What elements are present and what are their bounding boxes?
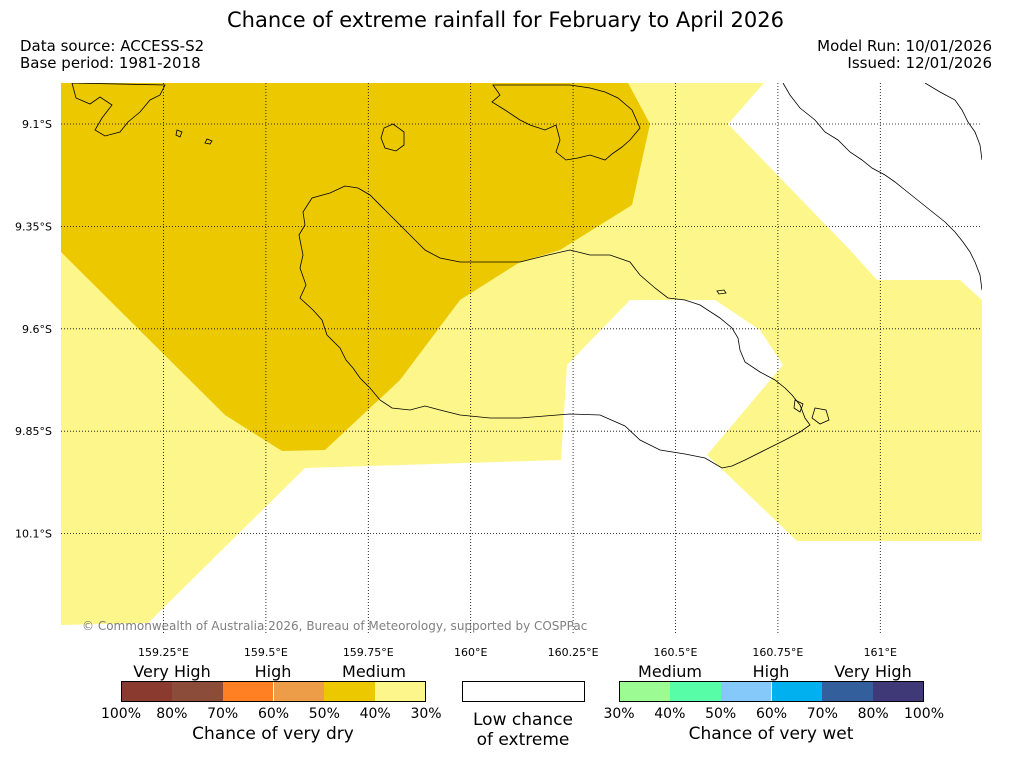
dry-tick-6: 30% [410,706,442,722]
dry-category-very-high: Very High [133,662,211,681]
dry-swatch-2 [222,681,274,702]
meta-left: Data source: ACCESS-S2 Base period: 1981… [20,38,204,72]
wet-legend-title: Chance of very wet [688,724,854,744]
base-period-text: Base period: 1981-2018 [20,54,201,72]
coastline-nggela-west [71,83,166,137]
wet-swatch-4 [822,681,874,702]
wet-swatch-5 [873,681,924,702]
wet-swatch-1 [669,681,721,702]
dry-swatch-1 [171,681,223,702]
dry-swatch-3 [273,681,325,702]
lon-tick-label-5: 160.5°E [654,646,698,659]
coastline-florida-islands [491,84,641,161]
dry-swatch-5 [375,681,426,702]
dry-tick-0: 100% [100,706,142,722]
coastline-east-islets [793,399,830,425]
dry-category-medium: Medium [342,662,406,681]
dry-swatch-4 [324,681,376,702]
wet-tick-6: 100% [903,706,945,722]
coastline-malaita-north [924,83,982,161]
map-gridlines [61,83,982,633]
dry-tick-1: 80% [156,706,188,722]
neutral-legend-title-line2: of extreme [476,730,570,750]
lon-tick-label-6: 160.75°E [752,646,803,659]
medium-dry-region [61,83,650,451]
lon-tick-label-3: 160°E [454,646,487,659]
lat-tick-label-1: 9.35°S [15,220,52,233]
lat-tick-label-3: 9.85°S [15,425,52,438]
lat-tick-label-4: 10.1°S [15,528,52,541]
coastline-island-small [380,123,405,152]
dry-tick-4: 50% [308,706,340,722]
wet-tick-2: 50% [705,706,737,722]
wet-tick-1: 40% [654,706,686,722]
dry-legend-title: Chance of very dry [192,724,354,744]
wet-swatch-2 [720,681,772,702]
issued-text: Issued: 12/01/2026 [847,54,992,72]
coastline-islet-2 [175,129,183,138]
lon-tick-label-7: 161°E [864,646,897,659]
wet-tick-0: 30% [603,706,635,722]
dry-category-high: High [254,662,292,681]
lat-tick-label-2: 9.6°S [22,323,52,336]
wet-category-medium: Medium [638,662,702,681]
coastline-islet-3 [716,289,727,295]
map-plot-area [61,83,982,633]
dry-tick-5: 40% [359,706,391,722]
coastline-guadalcanal [298,185,811,469]
wet-swatch-3 [771,681,823,702]
wet-tick-5: 80% [857,706,889,722]
neutral-swatch [462,681,585,702]
neutral-legend-title-line1: Low chance [473,710,573,730]
lon-tick-label-4: 160.25°E [548,646,599,659]
coastlines [71,83,982,469]
lat-tick-label-0: 9.1°S [22,118,52,131]
wet-category-very-high: Very High [834,662,912,681]
map-tick-labels: 159.25°E 159.5°E 159.75°E 160°E 160.25°E 160.… [15,118,897,659]
wet-category-high: High [752,662,790,681]
meta-right: Model Run: 10/01/2026 Issued: 12/01/2026 [817,38,992,72]
dry-swatch-0 [121,681,172,702]
coastline-islet-1 [204,138,213,145]
lon-tick-label-1: 159.5°E [244,646,288,659]
model-run-text: Model Run: 10/01/2026 [817,37,992,55]
coastline-malaita [782,83,982,291]
data-source-text: Data source: ACCESS-S2 [20,37,205,55]
lon-tick-label-2: 159.75°E [343,646,394,659]
wet-tick-3: 60% [755,706,788,722]
dry-tick-3: 60% [257,706,290,722]
dry-tick-2: 70% [207,706,239,722]
lon-tick-label-0: 159.25°E [138,646,189,659]
copyright-text: © Commonwealth of Australia 2026, Bureau… [82,619,587,633]
map-title: Chance of extreme rainfall for February … [227,8,784,32]
wet-tick-4: 70% [806,706,838,722]
wet-swatch-0 [619,681,670,702]
